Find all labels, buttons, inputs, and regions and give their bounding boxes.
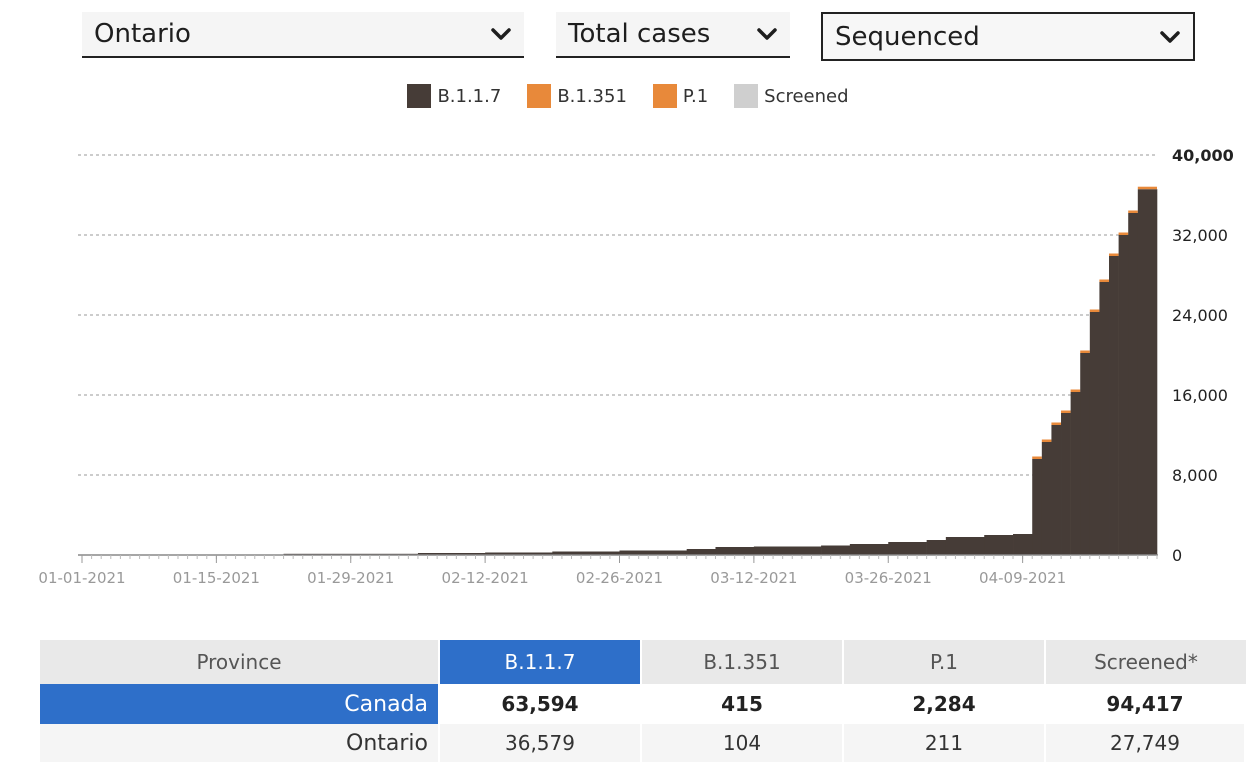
x-tick-label: 02-26-2021 <box>576 569 663 587</box>
bar <box>1051 425 1062 555</box>
value-cell: 104 <box>642 724 844 762</box>
bar-cap <box>1061 410 1071 413</box>
table-row[interactable]: Canada 63,594 415 2,284 94,417 <box>40 684 1246 724</box>
column-header[interactable]: Screened* <box>1046 640 1246 684</box>
bar <box>485 552 553 555</box>
bar <box>552 551 620 555</box>
measure-select-value: Total cases <box>568 19 711 49</box>
chevron-down-icon <box>1159 26 1181 48</box>
bar <box>1137 189 1158 555</box>
bar <box>1099 282 1110 555</box>
value-cell: 2,284 <box>844 684 1046 724</box>
y-tick-label: 16,000 <box>1172 386 1228 405</box>
bar <box>1070 392 1081 555</box>
region-select[interactable]: Ontario <box>82 12 524 58</box>
legend-item-b1351[interactable]: B.1.351 <box>527 84 627 108</box>
bar <box>1013 534 1033 555</box>
bar-cap <box>1032 456 1042 459</box>
bar <box>926 540 947 555</box>
variant-cases-chart: 0 8,000 16,000 24,000 32,000 40,000 01-01-2021… <box>38 146 1234 587</box>
province-cell: Canada <box>40 684 440 724</box>
bar <box>1109 256 1119 555</box>
bar-cap <box>1041 439 1052 442</box>
bar <box>1061 413 1071 555</box>
chart-legend: B.1.1.7 B.1.351 P.1 Screened <box>0 84 1256 108</box>
bar-cap <box>1128 210 1138 213</box>
x-tick-label: 02-12-2021 <box>442 569 529 587</box>
legend-label: B.1.1.7 <box>437 85 502 107</box>
sequence-type-select[interactable]: Sequenced <box>821 12 1195 61</box>
bar <box>715 547 755 555</box>
bar <box>1089 312 1100 555</box>
bar <box>417 553 486 555</box>
y-tick-label: 32,000 <box>1172 226 1228 245</box>
bar-cap <box>1051 422 1062 425</box>
bar <box>753 546 822 555</box>
x-tick-label: 04-09-2021 <box>979 569 1066 587</box>
bar-cap <box>1080 350 1090 353</box>
y-tick-label: 40,000 <box>1172 146 1234 165</box>
x-tick-label: 03-26-2021 <box>845 569 932 587</box>
bar <box>1032 459 1043 555</box>
legend-swatch <box>407 84 432 108</box>
x-tick-label: 01-29-2021 <box>307 569 394 587</box>
table-row[interactable]: Ontario 36,579 104 211 27,749 <box>40 724 1246 762</box>
legend-swatch <box>734 84 759 108</box>
legend-label: P.1 <box>682 85 709 107</box>
bar <box>821 545 851 555</box>
bar-cap <box>1089 309 1100 312</box>
bar <box>619 550 687 555</box>
column-header[interactable]: P.1 <box>844 640 1046 684</box>
x-tick-label: 03-12-2021 <box>710 569 797 587</box>
value-cell: 36,579 <box>440 724 642 762</box>
value-cell: 27,749 <box>1046 724 1246 762</box>
variant-table: Province B.1.1.7 B.1.351 P.1 Screened* C… <box>40 640 1246 762</box>
legend-swatch <box>652 84 677 108</box>
bar-cap <box>1109 253 1119 256</box>
sequence-type-select-value: Sequenced <box>835 21 980 52</box>
bar <box>984 535 1014 555</box>
y-tick-label: 24,000 <box>1172 306 1228 325</box>
x-tick-label: 01-15-2021 <box>173 569 260 587</box>
value-cell: 211 <box>844 724 1046 762</box>
table-header-row: Province B.1.1.7 B.1.351 P.1 Screened* <box>40 640 1246 684</box>
value-cell: 415 <box>642 684 844 724</box>
bar <box>686 549 716 555</box>
legend-item-screened[interactable]: Screened <box>734 84 849 108</box>
bar <box>888 542 927 555</box>
bar-cap <box>1137 186 1157 190</box>
legend-swatch <box>527 84 552 108</box>
legend-label: Screened <box>764 85 849 107</box>
bar <box>945 537 985 555</box>
x-tick-label: 01-01-2021 <box>38 569 125 587</box>
y-tick-label: 0 <box>1172 546 1182 565</box>
region-select-value: Ontario <box>94 19 191 49</box>
bar-cap <box>1070 389 1081 392</box>
province-cell: Ontario <box>40 724 440 762</box>
bar <box>1118 235 1129 555</box>
bar <box>849 544 889 555</box>
chevron-down-icon <box>490 23 512 45</box>
column-header[interactable]: B.1.351 <box>642 640 844 684</box>
y-tick-label: 8,000 <box>1172 466 1218 485</box>
bar-cap <box>1118 232 1129 235</box>
bar <box>1128 213 1139 555</box>
bar-cap <box>1099 279 1110 282</box>
value-cell: 94,417 <box>1046 684 1246 724</box>
measure-select[interactable]: Total cases <box>556 12 790 58</box>
chevron-down-icon <box>756 23 778 45</box>
value-cell: 63,594 <box>440 684 642 724</box>
legend-item-p1[interactable]: P.1 <box>652 84 709 108</box>
column-header[interactable]: B.1.1.7 <box>440 640 642 684</box>
legend-item-b117[interactable]: B.1.1.7 <box>407 84 501 108</box>
bar <box>1080 353 1091 555</box>
legend-label: B.1.351 <box>557 85 627 107</box>
column-header[interactable]: Province <box>40 640 440 684</box>
bar <box>1041 442 1052 555</box>
